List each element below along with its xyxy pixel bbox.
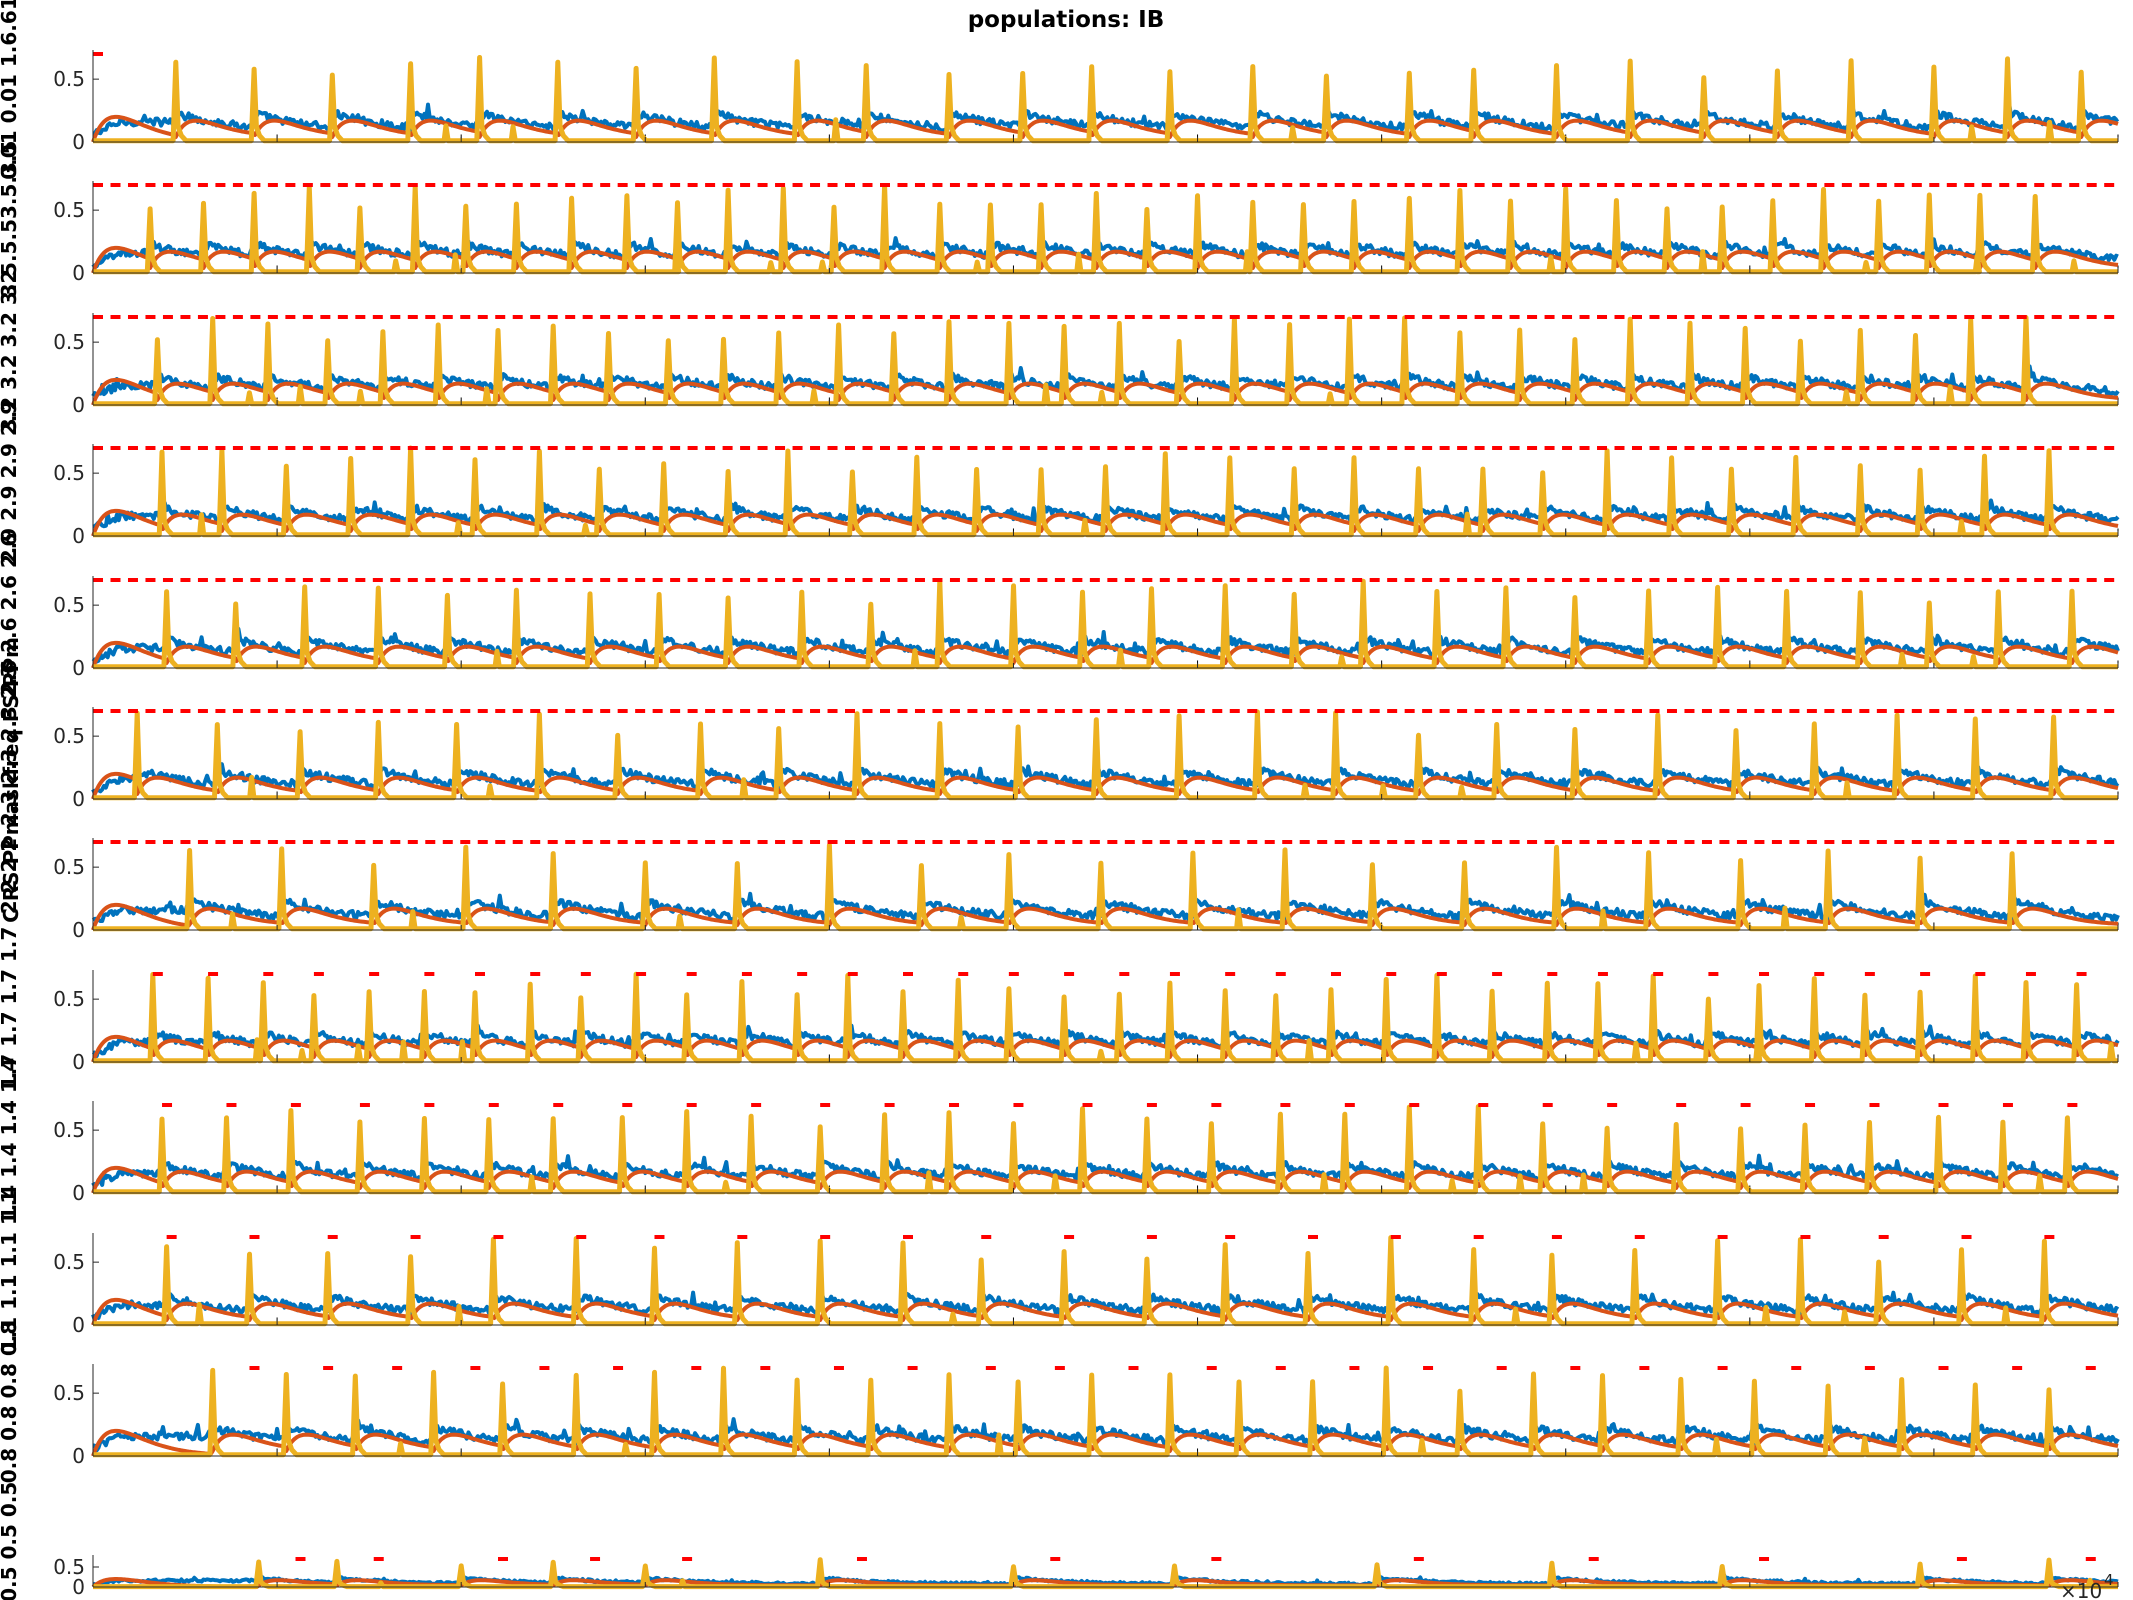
y-tick-label: 0.5 [53,1118,85,1142]
row-label-8: 1.7 1.7 1.7 1.7 [0,927,21,1090]
series-yellow-line [93,842,2118,932]
panel-12: 00.5 [53,1555,2119,1599]
panel-7: 00.5 [53,838,2120,942]
y-tick-label: 0.5 [53,987,85,1011]
series-blue-line [91,364,2120,398]
y-tick-label: 0 [72,1050,85,1074]
y-tick-label: 0.5 [53,1250,85,1274]
row-label-10: 1.1 1.1 1.1 1.1 [0,1190,21,1353]
y-tick-label: 0.5 [53,67,85,91]
row-label-1: 0.01 0.01 1.6.61 [0,0,21,180]
y-tick-label: 0.5 [53,1555,85,1579]
panel-10: 00.5 [53,1233,2120,1337]
series-orange-line [91,640,2119,669]
series-blue-line [91,891,2120,923]
series-yellow-line [93,55,2118,144]
y-tick-label: 0.5 [53,198,85,222]
y-tick-label: 0.5 [53,1381,85,1405]
row-label-3: 3.2 3.2 3.2 3.2 [0,270,21,433]
row-label-2: 3.5.5.53.5.3.5 [0,141,21,298]
row-label-12: 0.5 0.5 0.5 0.5 [0,1482,21,1600]
series-yellow-line [93,971,2118,1064]
row-label-4: 2.9 2.9 2.9 2.9 [0,401,21,564]
y-axis-label: C RS PPmaskfreq FS PPm [0,637,23,923]
series-yellow-line [93,1235,2118,1327]
row-label-7: 2 2 2 2 [0,838,21,915]
series-yellow-line [93,183,2118,275]
panel-2: 00.5 [53,181,2119,285]
y-tick-label: 0 [72,524,85,548]
series-yellow-line [93,315,2118,407]
series-yellow-line [93,578,2118,670]
y-tick-label: 0 [72,130,85,154]
series-orange-line [91,245,2119,274]
panel-5: 00.5 [53,576,2120,680]
row-label-5: 2.6 2.6 2.6 2.6 [0,533,21,696]
panel-9: 00.5 [53,1101,2119,1205]
y-tick-label: 0 [72,1313,85,1337]
series-orange-line [91,1297,2119,1326]
series-orange-line [91,1165,2119,1194]
row-label-9: 1.4 1.4 1.4 1.4 [0,1058,21,1221]
series-orange-line [91,771,2119,800]
series-blue-line [91,229,2119,269]
panel-8: 00.5 [53,970,2120,1074]
series-yellow-line [93,1557,2118,1590]
panel-3: 00.5 [53,313,2120,417]
x-exponent-base: ×10 [2060,1579,2102,1600]
panel-1: 00.5 [53,50,2120,154]
y-tick-label: 0 [72,918,85,942]
y-tick-label: 0.5 [53,330,85,354]
y-tick-label: 0 [72,787,85,811]
panel-11: 00.5 [53,1364,2120,1468]
y-tick-label: 0.5 [53,461,85,485]
series-blue-line [91,762,2120,796]
y-tick-label: 0.5 [53,724,85,748]
row-label-11: 0.8 0.8 0.8 0.8 [0,1321,21,1484]
series-yellow-line [93,1365,2118,1458]
panel-6: 00.5 [53,707,2120,811]
panel-4: 00.5 [53,444,2120,548]
y-tick-label: 0 [72,261,85,285]
series-orange-line [91,1034,2119,1063]
series-orange-line [91,508,2119,537]
chart-title: populations: IB [968,7,1165,33]
series-orange-line [91,377,2119,406]
panels: 00.500.500.500.500.500.500.500.500.500.5… [53,50,2120,1599]
y-tick-label: 0.5 [53,855,85,879]
row-labels: 0.01 0.01 1.6.613.5.5.53.5.3.53.2 3.2 3.… [0,0,21,1600]
y-tick-label: 0 [72,1575,85,1599]
row-label-6: 2.3 2.3 2.3 2.3 [0,664,21,827]
y-tick-label: 0.5 [53,593,85,617]
y-tick-label: 0 [72,656,85,680]
y-tick-label: 0 [72,1444,85,1468]
y-tick-label: 0 [72,1181,85,1205]
y-tick-label: 0 [72,393,85,417]
series-yellow-line [93,1104,2118,1195]
series-yellow-line [93,445,2118,538]
x-exponent-power: 4 [2104,1571,2114,1589]
series-yellow-line [93,709,2118,801]
